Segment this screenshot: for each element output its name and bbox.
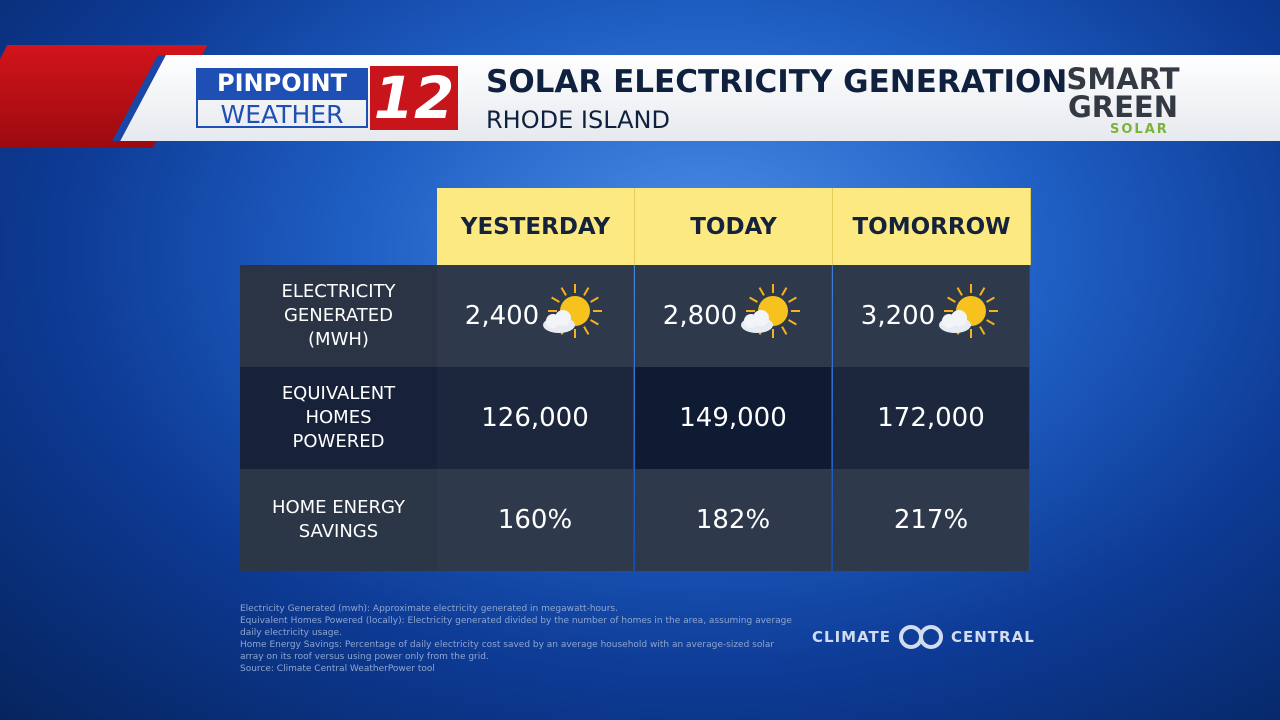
title: SOLAR ELECTRICITY GENERATION <box>486 64 1068 100</box>
subtitle: RHODE ISLAND <box>486 106 670 134</box>
column-header: YESTERDAY <box>437 188 635 265</box>
brand-number: 12 <box>370 66 458 130</box>
table-cell: 3,200 <box>833 265 1030 367</box>
column-header: TODAY <box>635 188 833 265</box>
cell-value: 217% <box>893 505 969 535</box>
credit-right: CENTRAL <box>951 628 1035 646</box>
footnote: Equivalent Homes Powered (locally): Elec… <box>240 616 792 638</box>
cell-value: 2,800 <box>662 301 738 331</box>
brand-line1: PINPOINT <box>196 68 368 98</box>
row-label: ELECTRICITY GENERATED (MWH) <box>240 265 437 367</box>
table-cell: 217% <box>833 469 1030 571</box>
cell-value: 149,000 <box>679 403 787 433</box>
row-label: HOME ENERGY SAVINGS <box>240 469 437 571</box>
table-cell: 2,800 <box>635 265 832 367</box>
sponsor-line2: GREEN <box>1067 90 1179 124</box>
footnote: Home Energy Savings: Percentage of daily… <box>240 640 775 662</box>
weather-icon <box>741 284 801 338</box>
row-label: EQUIVALENT HOMES POWERED <box>240 367 437 469</box>
footnote: Electricity Generated (mwh): Approximate… <box>240 604 618 614</box>
table-cell: 126,000 <box>437 367 634 469</box>
sponsor-line3: SOLAR <box>1110 122 1169 137</box>
table-cell: 172,000 <box>833 367 1030 469</box>
credit-left: CLIMATE <box>812 628 891 646</box>
weather-icon <box>543 284 603 338</box>
footnote: Source: Climate Central WeatherPower too… <box>240 664 435 674</box>
table-cell: 149,000 <box>635 367 832 469</box>
cell-value: 182% <box>695 505 771 535</box>
table-cell: 2,400 <box>437 265 634 367</box>
cell-value: 172,000 <box>877 403 985 433</box>
sponsor-line1: SMART <box>1066 62 1180 96</box>
cell-value: 160% <box>497 505 573 535</box>
cell-value: 3,200 <box>860 301 936 331</box>
credit: CLIMATE CENTRAL <box>812 625 1035 649</box>
brand-line2: WEATHER <box>196 98 368 129</box>
table-cell: 182% <box>635 469 832 571</box>
cell-value: 126,000 <box>481 403 589 433</box>
credit-logo <box>899 625 943 649</box>
cell-value: 2,400 <box>464 301 540 331</box>
table-cell: 160% <box>437 469 634 571</box>
column-header: TOMORROW <box>833 188 1031 265</box>
weather-icon <box>939 284 999 338</box>
